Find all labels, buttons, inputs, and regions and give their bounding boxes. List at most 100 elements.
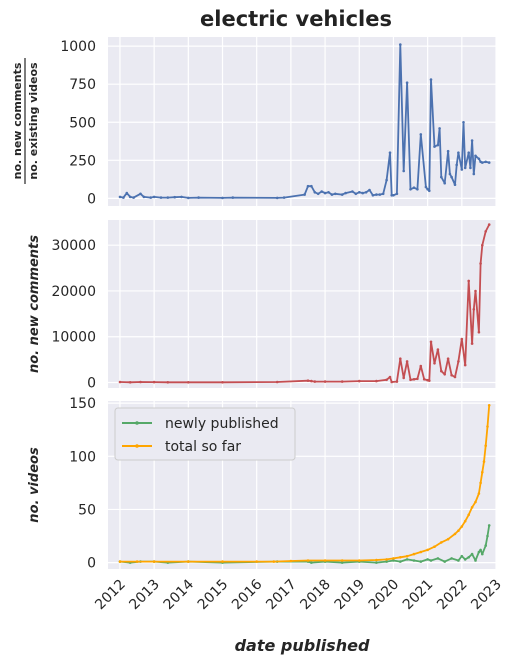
y-tick-label: 0 xyxy=(87,191,96,207)
legend-label-total-so-far: total so far xyxy=(165,439,241,455)
y-tick-label: 250 xyxy=(69,153,96,169)
data-point xyxy=(428,379,431,382)
data-point xyxy=(365,191,368,194)
data-point xyxy=(488,524,491,527)
data-point xyxy=(467,151,470,154)
data-point xyxy=(443,182,446,185)
data-point xyxy=(358,559,361,562)
data-point xyxy=(180,196,183,199)
data-point xyxy=(310,561,313,564)
data-point xyxy=(317,193,320,196)
data-point xyxy=(481,471,484,474)
data-point xyxy=(437,557,440,560)
data-point xyxy=(474,501,477,504)
x-tick-label: 2012 xyxy=(92,577,129,614)
data-point xyxy=(119,381,122,384)
data-point xyxy=(464,364,467,367)
data-point xyxy=(406,555,409,558)
data-point xyxy=(273,560,276,563)
data-point xyxy=(334,193,337,196)
y-axis-label: no. new comments no. existing videos xyxy=(11,58,40,184)
data-point xyxy=(474,155,477,158)
data-point xyxy=(290,560,293,563)
data-point xyxy=(351,190,354,193)
data-point xyxy=(160,196,163,199)
x-tick-label: 2022 xyxy=(434,577,471,614)
y-tick-label: 20000 xyxy=(51,284,96,300)
data-point xyxy=(375,559,378,562)
data-point xyxy=(122,196,125,199)
data-point xyxy=(139,193,142,196)
legend-marker-total-so-far xyxy=(135,444,139,448)
data-point xyxy=(153,560,156,563)
data-point xyxy=(331,193,334,196)
data-point xyxy=(449,173,452,176)
data-point xyxy=(425,186,428,189)
data-point xyxy=(413,553,416,556)
data-point xyxy=(483,460,486,463)
data-point xyxy=(488,404,491,407)
data-point xyxy=(406,558,409,561)
data-point xyxy=(467,556,470,559)
data-point xyxy=(471,506,474,509)
data-point xyxy=(467,514,470,517)
y-tick-labels: 0 50 100 150 xyxy=(69,396,96,571)
data-point xyxy=(136,560,139,563)
data-point xyxy=(437,144,440,147)
data-point xyxy=(307,559,310,562)
x-tick-label: 2020 xyxy=(366,577,403,614)
x-tick-label: 2014 xyxy=(161,576,198,613)
y-tick-label: 0 xyxy=(87,376,96,392)
data-point xyxy=(450,557,453,560)
legend: newly published total so far xyxy=(115,408,295,460)
data-point xyxy=(488,223,491,226)
data-point xyxy=(430,78,433,81)
data-point xyxy=(478,551,481,554)
data-point xyxy=(132,196,135,199)
y-label-numerator: no. new comments xyxy=(11,62,24,179)
data-point xyxy=(385,558,388,561)
data-point xyxy=(221,197,224,200)
data-point xyxy=(471,553,474,556)
data-point xyxy=(341,193,344,196)
data-point xyxy=(447,538,450,541)
data-point xyxy=(341,559,344,562)
data-point xyxy=(464,558,467,561)
data-point xyxy=(375,193,378,196)
data-point xyxy=(462,121,465,124)
x-tick-label: 2019 xyxy=(332,577,369,614)
data-point xyxy=(461,555,464,558)
data-point xyxy=(341,380,344,383)
data-point xyxy=(467,280,470,283)
data-point xyxy=(372,194,375,197)
data-point xyxy=(447,357,450,360)
data-point xyxy=(149,196,152,199)
data-point xyxy=(167,196,170,199)
data-point xyxy=(307,185,310,188)
data-point xyxy=(440,176,443,179)
panel-comments-per-video: 0 250 500 750 1000 no. new comments no. exis… xyxy=(11,37,496,207)
data-point xyxy=(276,197,279,200)
data-point xyxy=(232,196,235,199)
data-point xyxy=(426,558,429,561)
data-point xyxy=(399,560,402,563)
data-point xyxy=(385,379,388,382)
data-point xyxy=(153,196,156,199)
data-point xyxy=(420,560,423,563)
data-point xyxy=(153,381,156,384)
data-point xyxy=(454,533,457,536)
data-point xyxy=(392,557,395,560)
data-point xyxy=(479,262,482,265)
data-point xyxy=(358,380,361,383)
panel-new-comments: 0100002000030000 no. new comments xyxy=(27,220,496,392)
x-tick-labels: 2012201320142015201620172018201920202021… xyxy=(92,576,505,613)
data-point xyxy=(478,158,481,161)
y-tick-label: 30000 xyxy=(51,238,96,254)
data-point xyxy=(469,167,472,170)
data-point xyxy=(389,151,392,154)
data-point xyxy=(457,151,460,154)
y-axis-label: no. new comments xyxy=(27,235,42,373)
data-point xyxy=(420,551,423,554)
data-point xyxy=(450,374,453,377)
data-point xyxy=(221,381,224,384)
